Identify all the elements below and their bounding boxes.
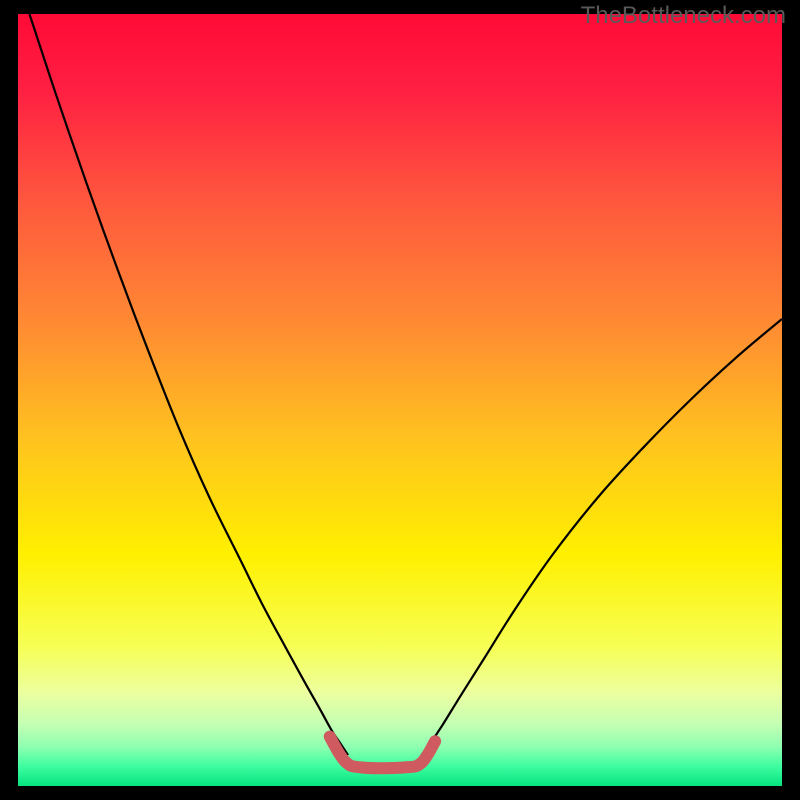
chart-stage: TheBottleneck.com bbox=[0, 0, 800, 800]
watermark-text: TheBottleneck.com bbox=[581, 2, 786, 30]
plot-area bbox=[18, 14, 782, 786]
curve-left bbox=[29, 14, 348, 755]
curve-overlay bbox=[18, 14, 782, 786]
bottom-mark bbox=[330, 737, 435, 769]
curve-right bbox=[421, 319, 782, 755]
